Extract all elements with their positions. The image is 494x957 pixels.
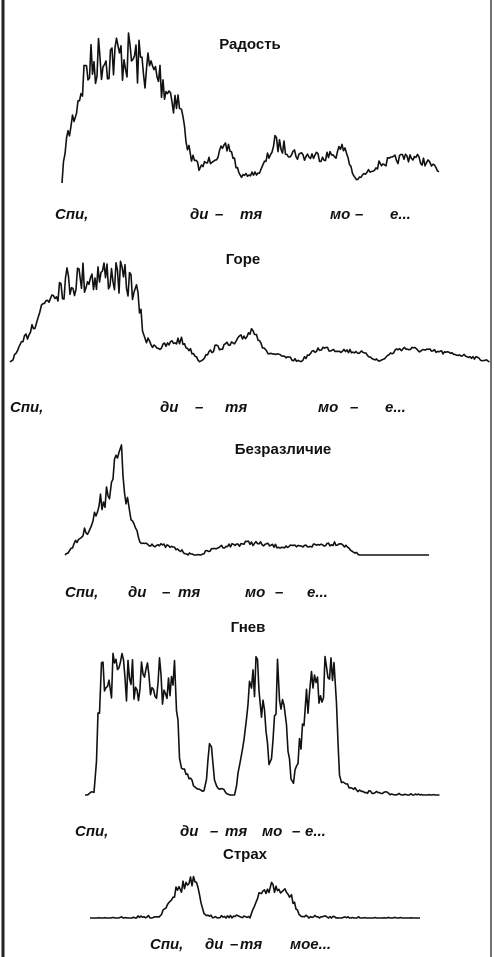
caption-syllable: мо xyxy=(262,823,282,840)
caption-syllable: – xyxy=(350,399,358,416)
caption-syllable: – xyxy=(292,823,300,840)
panel-title: Горе xyxy=(226,251,260,268)
caption-syllable: е... xyxy=(390,206,411,223)
caption-syllable: тя xyxy=(178,584,200,601)
panel-title: Гнев xyxy=(231,619,266,636)
caption-syllable: – xyxy=(195,399,203,416)
caption-syllable: – xyxy=(210,823,218,840)
caption-syllable: ди xyxy=(190,206,208,223)
caption-syllable: мо xyxy=(245,584,265,601)
caption-syllable: – xyxy=(215,206,223,223)
caption-syllable: Спи, xyxy=(10,399,43,416)
caption-syllable: ди xyxy=(128,584,146,601)
caption-syllable: Спи, xyxy=(75,823,108,840)
caption-syllable: – xyxy=(355,206,363,223)
intonation-wave xyxy=(85,652,440,796)
caption-syllable: тя xyxy=(225,823,247,840)
intonation-wave xyxy=(90,875,420,919)
intonation-wave xyxy=(9,260,490,363)
caption-syllable: – xyxy=(230,936,238,953)
caption-syllable: – xyxy=(275,584,283,601)
caption-syllable: мо xyxy=(330,206,350,223)
caption-syllable: мое... xyxy=(290,936,331,953)
intonation-wave xyxy=(64,444,429,556)
caption-syllable: е... xyxy=(385,399,406,416)
caption-syllable: тя xyxy=(225,399,247,416)
caption-syllable: ди xyxy=(205,936,223,953)
caption-syllable: тя xyxy=(240,936,262,953)
caption-syllable: мо xyxy=(318,399,338,416)
caption-syllable: е... xyxy=(305,823,326,840)
panel-title: Безразличие xyxy=(235,441,332,458)
caption-syllable: Спи, xyxy=(55,206,88,223)
caption-syllable: ди xyxy=(180,823,198,840)
caption-syllable: Спи, xyxy=(150,936,183,953)
intonation-wave xyxy=(61,32,440,184)
caption-syllable: Спи, xyxy=(65,584,98,601)
caption-syllable: – xyxy=(162,584,170,601)
caption-syllable: ди xyxy=(160,399,178,416)
panel-title: Радость xyxy=(219,36,281,53)
panel-title: Страх xyxy=(223,846,268,863)
caption-syllable: е... xyxy=(307,584,328,601)
caption-syllable: тя xyxy=(240,206,262,223)
